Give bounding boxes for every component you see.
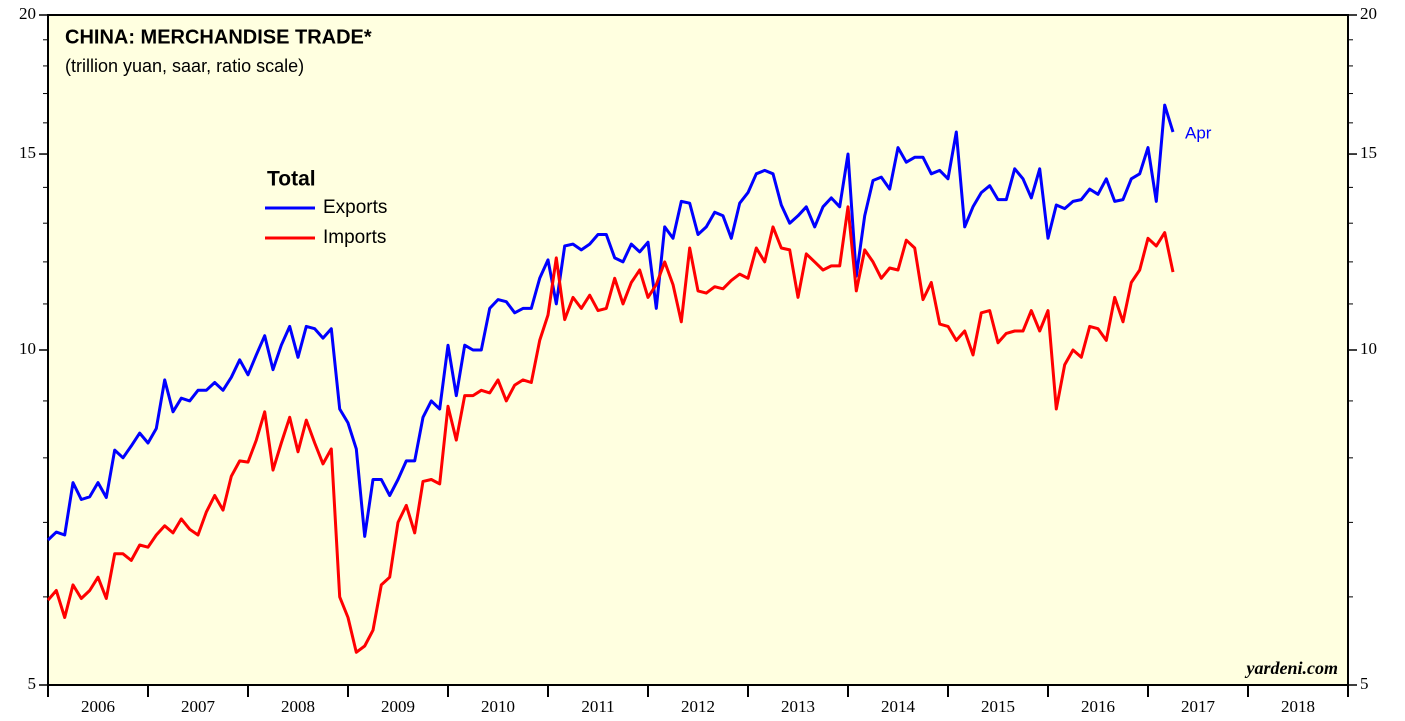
chart-title: CHINA: MERCHANDISE TRADE* <box>65 26 372 48</box>
legend-label: Imports <box>323 227 386 248</box>
end-annotation: Apr <box>1185 123 1212 142</box>
y-tick-label: 20 <box>19 4 36 23</box>
x-tick-label: 2017 <box>1181 697 1216 716</box>
y2-tick-label: 20 <box>1360 4 1377 23</box>
y-tick-label: 10 <box>19 339 36 358</box>
x-tick-label: 2016 <box>1081 697 1115 716</box>
y2-tick-label: 5 <box>1360 674 1369 693</box>
x-tick-label: 2011 <box>581 697 614 716</box>
x-tick-label: 2013 <box>781 697 815 716</box>
x-tick-label: 2009 <box>381 697 415 716</box>
source: yardeni.com <box>1245 658 1339 678</box>
x-tick-label: 2010 <box>481 697 515 716</box>
y2-tick-label: 15 <box>1360 143 1377 162</box>
chart-subtitle: (trillion yuan, saar, ratio scale) <box>65 56 304 76</box>
legend-label: Exports <box>323 197 387 218</box>
legend-title: Total <box>267 168 316 191</box>
x-tick-label: 2018 <box>1281 697 1315 716</box>
x-tick-label: 2012 <box>681 697 715 716</box>
x-tick-label: 2007 <box>181 697 216 716</box>
y-tick-label: 5 <box>28 674 37 693</box>
x-tick-label: 2014 <box>881 697 916 716</box>
x-tick-label: 2006 <box>81 697 115 716</box>
x-tick-label: 2008 <box>281 697 315 716</box>
x-tick-label: 2015 <box>981 697 1015 716</box>
y2-tick-label: 10 <box>1360 339 1377 358</box>
marks <box>46 103 1175 654</box>
series-line <box>46 103 1175 542</box>
plot-area <box>47 14 1349 686</box>
y-tick-label: 15 <box>19 143 36 162</box>
series-line <box>46 205 1175 654</box>
